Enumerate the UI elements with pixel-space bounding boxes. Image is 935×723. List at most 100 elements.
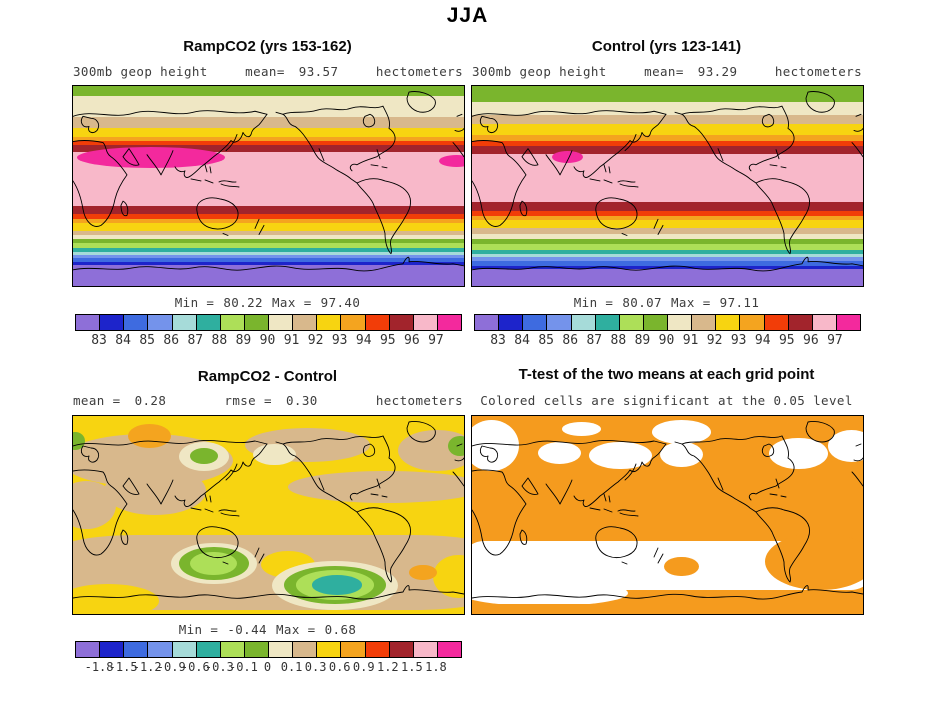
stats-row-rampco2: 300mb geop height mean= 93.57 hectometer… — [73, 64, 463, 79]
map-contour-blob — [659, 441, 703, 468]
map-contour-blob — [472, 419, 519, 472]
colorbar-cell — [244, 642, 269, 657]
min-value: 80.07 — [622, 295, 662, 310]
colorbar-tick-label: 94 — [754, 333, 771, 348]
colorbar-cell — [196, 315, 221, 330]
colorbar-tick-label: -0.9 — [156, 660, 186, 674]
colorbar-cell — [100, 642, 125, 657]
colorbar-tick-label: 88 — [211, 333, 228, 348]
colorbar-tick-label: 92 — [706, 333, 723, 348]
panel-title-difference: RampCO2 - Control — [197, 368, 338, 385]
map-rampco2 — [72, 85, 465, 287]
min-value: 80.22 — [223, 295, 263, 310]
colorbar-tick-label: 90 — [259, 333, 276, 348]
stats-row-control: 300mb geop height mean= 93.29 hectometer… — [472, 64, 862, 79]
map-contour-blob — [288, 471, 464, 504]
colorbar-cell — [437, 642, 461, 657]
colorbar-cell — [365, 315, 390, 330]
mean-value: 93.57 — [298, 64, 339, 79]
colorbar-tick-label: 95 — [379, 333, 396, 348]
colorbar-difference — [75, 641, 462, 658]
mean-group: mean= 93.57 — [245, 64, 338, 79]
colorbar-cell — [716, 315, 741, 330]
map-contour-blob — [552, 151, 584, 163]
colorbar-tick-label: 83 — [490, 333, 506, 348]
colorbar-cell — [475, 315, 500, 330]
mean-group: mean= 93.29 — [644, 64, 737, 79]
mean-value: 0.28 — [134, 393, 167, 408]
colorbar-cell — [547, 315, 572, 330]
colorbar-cell — [148, 642, 173, 657]
colorbar-tick-label: 97 — [827, 333, 843, 348]
colorbar-cell — [619, 315, 644, 330]
colorbar-cell — [220, 315, 245, 330]
colorbar-tick-label: 87 — [187, 333, 204, 348]
colorbar-tick-label: -0.3 — [204, 660, 234, 674]
colorbar-cell — [740, 315, 765, 330]
colorbar-tick-label: 84 — [115, 333, 131, 348]
rmse-label: rmse = — [224, 393, 272, 408]
colorbar-tick-label: 96 — [803, 333, 819, 348]
colorbar-cell — [76, 315, 101, 330]
map-contour-blob — [448, 435, 464, 456]
colorbar-cell — [389, 315, 414, 330]
colorbar-cell — [571, 315, 596, 330]
field-label: 300mb geop height — [472, 64, 607, 79]
colorbar-tick-label: 90 — [658, 333, 675, 348]
colorbar-tick-label: 1.5 — [401, 660, 423, 674]
colorbar-cell — [100, 315, 125, 330]
colorbar-cell — [148, 315, 173, 330]
map-contour-blob — [769, 437, 828, 470]
map-contour-blob — [472, 580, 629, 607]
colorbar-tick-label: 83 — [91, 333, 107, 348]
units-label: hectometers — [375, 64, 463, 79]
minmax-row-difference: Min = -0.44 Max = 0.68 — [72, 622, 463, 637]
map-contour-blob — [73, 584, 160, 614]
map-contour-blob — [538, 441, 582, 464]
mean-label: mean = — [73, 393, 121, 408]
colorbar-tick-label: 1.8 — [425, 660, 447, 674]
colorbar-tick-label: 89 — [235, 333, 252, 348]
colorbar-cell — [341, 642, 366, 657]
colorbar-cell — [523, 315, 548, 330]
colorbar-tick-label: 87 — [586, 333, 603, 348]
colorbar-tick-label: 0 — [263, 660, 272, 674]
colorbar-tick-label: 93 — [730, 333, 747, 348]
colorbar-cell — [389, 642, 414, 657]
colorbar-tick-label: 85 — [538, 333, 555, 348]
colorbar-cell — [643, 315, 668, 330]
colorbar-cell — [413, 642, 438, 657]
colorbar-cell — [668, 315, 693, 330]
colorbar-tick-label: 88 — [610, 333, 627, 348]
colorbar-cell — [317, 315, 342, 330]
map-contour-blob — [589, 441, 652, 470]
colorbar-cell — [124, 315, 149, 330]
mean-value: 93.29 — [697, 64, 738, 79]
map-contour-blob — [651, 419, 711, 444]
map-contour-blob — [127, 423, 171, 448]
map-contour-blob — [104, 467, 206, 515]
colorbar-tick-label: -1.5 — [108, 660, 138, 674]
mean-label: mean= — [644, 64, 684, 79]
colorbar-tick-label: -0.6 — [180, 660, 210, 674]
page-title: JJA — [446, 4, 489, 27]
max-value: 0.68 — [324, 622, 357, 637]
colorbar-cell — [692, 315, 717, 330]
min-label: Min = — [178, 622, 219, 637]
map-contour-blob — [409, 564, 437, 581]
colorbar-cell — [812, 315, 837, 330]
colorbar-rampco2 — [75, 314, 462, 331]
map-contour-blob — [76, 147, 226, 168]
colorbar-tick-label: -0.1 — [228, 660, 258, 674]
colorbar-cell — [365, 642, 390, 657]
colorbar-tick-label: 94 — [355, 333, 372, 348]
colorbar-cell — [595, 315, 620, 330]
colorbar-tick-label: 97 — [428, 333, 444, 348]
colorbar-tick-label: 93 — [331, 333, 348, 348]
map-control — [471, 85, 864, 287]
colorbar-cell — [437, 315, 461, 330]
units-label: hectometers — [375, 393, 463, 408]
colorbar-tick-label: 84 — [514, 333, 530, 348]
colorbar-tick-label: 0.6 — [328, 660, 351, 674]
